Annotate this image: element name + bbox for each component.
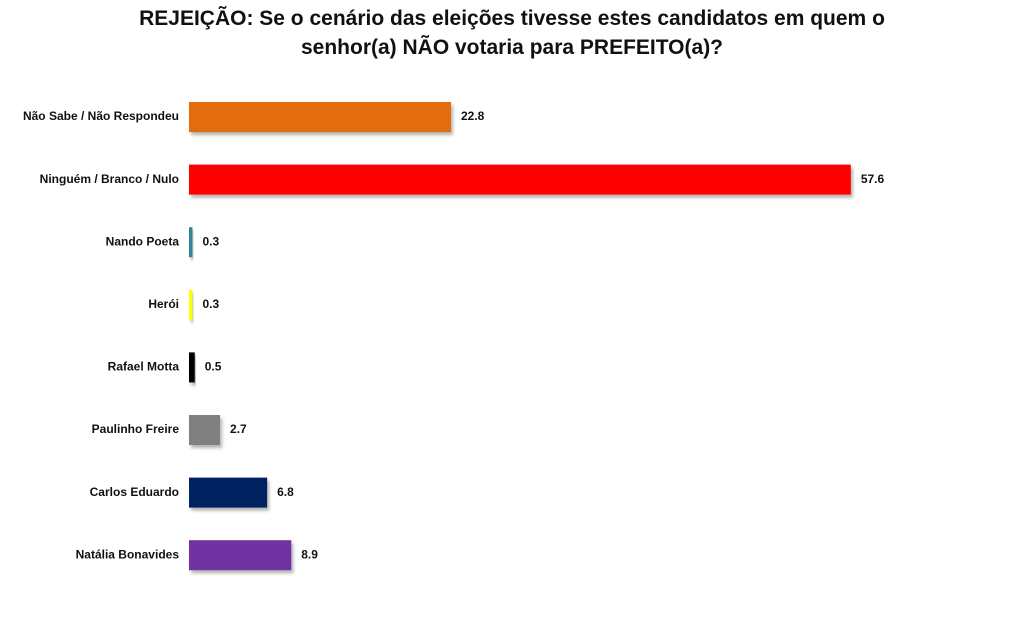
value-label: 2.7 — [230, 422, 247, 436]
bar — [189, 477, 268, 508]
category-label: Rafael Motta — [108, 360, 180, 374]
bar — [189, 540, 292, 571]
value-label: 0.3 — [202, 297, 219, 311]
value-label: 22.8 — [461, 109, 485, 123]
category-label: Não Sabe / Não Respondeu — [23, 109, 179, 123]
category-label: Herói — [148, 297, 179, 311]
category-label: Carlos Eduardo — [90, 485, 179, 499]
value-label: 57.6 — [861, 172, 885, 186]
category-label: Natália Bonavides — [76, 547, 180, 561]
bar — [189, 415, 221, 445]
bar — [189, 352, 195, 383]
bar — [189, 289, 193, 320]
category-label: Nando Poeta — [106, 234, 180, 248]
bar — [189, 102, 451, 132]
category-label: Ninguém / Branco / Nulo — [40, 172, 179, 186]
value-label: 0.3 — [202, 234, 219, 248]
bar — [189, 164, 851, 195]
chart-title: REJEIÇÃO: Se o cenário das eleições tive… — [139, 7, 885, 59]
category-label: Paulinho Freire — [92, 422, 180, 436]
value-label: 0.5 — [205, 360, 222, 374]
value-label: 8.9 — [301, 547, 318, 561]
bar — [189, 227, 193, 258]
value-label: 6.8 — [277, 485, 294, 499]
